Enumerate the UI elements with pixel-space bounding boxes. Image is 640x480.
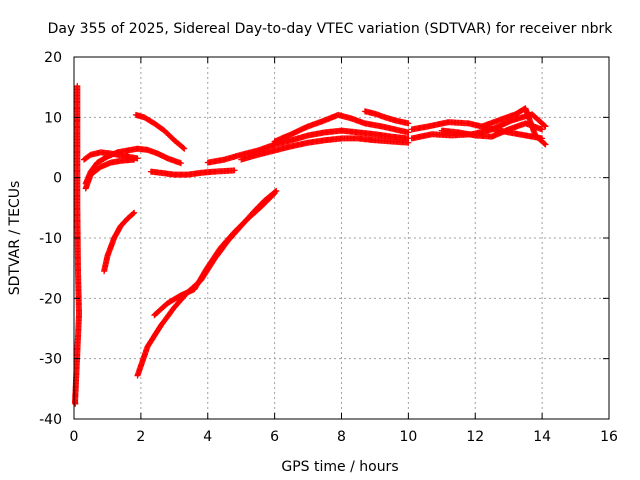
data-points [72,83,549,407]
data-point [130,210,137,217]
series-isolated-points [72,83,82,407]
data-point [231,167,238,174]
data-point [131,156,138,163]
y-tick-label: -20 [39,291,62,307]
x-tick-label: 4 [203,429,212,445]
x-tick-label: 6 [270,429,279,445]
y-tick-label: 20 [44,50,62,66]
series-arc-falling [132,111,188,152]
data-point [178,160,184,167]
series-right-cluster-d [478,105,549,148]
series-arc-flat [147,167,238,178]
data-point [134,155,141,162]
data-point [270,191,277,198]
data-point [405,129,412,136]
series-arc-mid-rise [151,190,278,319]
x-tick-label: 10 [399,429,417,445]
series-arc-steep-rise [101,209,138,275]
data-point [131,209,138,216]
series-band-peak [361,108,412,127]
series-band-lower [238,135,412,163]
data-point [405,120,412,127]
series-band-upper [271,111,412,145]
axis-ticks [73,56,610,420]
x-axis-title: GPS time / hours [281,459,398,475]
series-arc-low-left [82,156,138,192]
data-point [541,140,548,147]
data-point [72,400,79,407]
x-tick-label: 12 [466,429,484,445]
series-band-main [204,127,412,166]
y-tick-label: 10 [44,110,62,126]
x-tick-label: 8 [337,429,346,445]
x-tick-label: 14 [533,429,551,445]
y-tick-label: 0 [53,171,62,187]
data-point [542,141,549,148]
data-point [539,126,546,133]
data-point [181,145,188,152]
data-point [542,123,549,130]
tick-labels: 0 2 4 6 8 10 12 14 16 20 10 0 -10 -20 -30 -40 [39,50,618,445]
y-tick-label: -30 [39,352,62,368]
data-point [180,144,187,151]
data-point [405,139,412,146]
y-axis-title: SDTVAR / TECUs [7,181,23,296]
data-point [541,122,548,129]
y-tick-label: -40 [39,412,62,428]
x-tick-label: 0 [70,429,79,445]
x-tick-label: 2 [136,429,145,445]
chart-title: Day 355 of 2025, Sidereal Day-to-day VTE… [48,21,614,37]
series-arc-deep-rise [134,187,280,379]
data-point [271,190,278,197]
y-tick-label: -10 [39,231,62,247]
series-right-cluster-c [438,120,546,140]
x-tick-label: 16 [600,429,618,445]
